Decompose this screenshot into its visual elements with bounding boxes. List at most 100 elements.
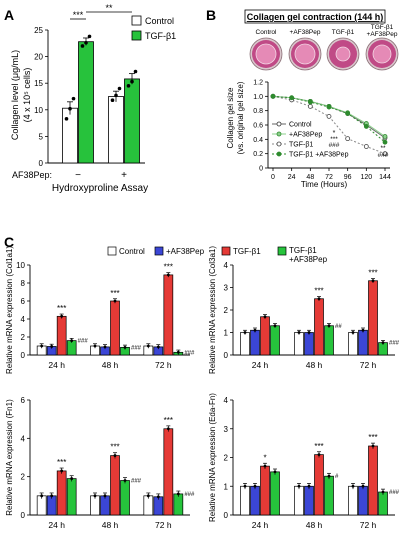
panel-c-point (166, 427, 170, 431)
panel-c-point (50, 345, 54, 348)
panel-c-point (253, 328, 257, 332)
panel-c-sig-star: *** (368, 433, 377, 442)
panel-a-ytick-label: 5 (39, 132, 44, 141)
panel-c-point (243, 331, 247, 334)
panel-c-point (176, 492, 180, 496)
panel-b-xtick-label: 24 (288, 174, 296, 181)
panel-c-xtick-label: 24 h (48, 360, 65, 370)
panel-c-legend-label: TGF-β1 (289, 246, 317, 255)
panel-a-point (133, 69, 138, 74)
panel-b-legend-marker (276, 141, 282, 147)
panel-c-bar (120, 480, 130, 516)
panel-c-xtick-label: 48 h (102, 360, 119, 370)
panel-a-point (130, 79, 134, 84)
panel-c-legend-label: TGF-β1 (233, 247, 261, 256)
panel-c-point (70, 339, 74, 342)
panel-c-sig-star: *** (314, 287, 323, 296)
panel-c-bar (163, 274, 174, 356)
panel-c-sig-hash: ### (131, 345, 142, 351)
panel-c-bar (250, 329, 260, 356)
panel-c-point (273, 324, 277, 328)
panel-c-legend-label-2: +AF38Pep (289, 255, 328, 264)
panel-c-legend-swatch (221, 246, 231, 256)
panel-b-xtick-label: 144 (379, 174, 391, 181)
panel-c-bar (240, 332, 250, 356)
panel-c-point (176, 350, 180, 354)
collagen-gel (255, 43, 277, 65)
panel-c-point (297, 331, 301, 334)
panel-c-point (60, 469, 64, 473)
panel-b: Collagen gel contraction (144 h) Control… (226, 9, 399, 189)
panel-b-xtick-label: 120 (360, 174, 372, 181)
plate-label-tgfb1: TGF-β1 (332, 29, 355, 36)
panel-c-point (156, 345, 160, 349)
plate-label-af38pep: +AF38Pep (290, 29, 321, 36)
panel-b-point (326, 104, 332, 110)
panel-c-bar (240, 485, 250, 516)
panel-c-point (103, 345, 107, 349)
panel-c-bar (368, 445, 378, 516)
panel-c-bar (56, 315, 67, 356)
panel-c-point (166, 273, 170, 277)
panel-c-ytick-label: 4 (21, 315, 26, 324)
panel-c-ytick-label: 0 (21, 511, 26, 520)
panel-c-point (327, 324, 331, 328)
panel-c-point (327, 474, 331, 478)
plate-label-tgfb1-af38pep-1: TGF-β1 (371, 24, 394, 31)
panel-a-ytick-label: 25 (34, 26, 43, 35)
panel-c-point (243, 484, 247, 488)
panel-b-ytick-label: 0 (259, 166, 263, 173)
panel-c-subplot: 0 2 4 6 Relative mRNA expression (Fn1) 24 h **… (5, 396, 195, 530)
panel-c-ytick-label: 2 (224, 454, 229, 463)
panel-c-point (50, 494, 54, 498)
panel-c-bar (173, 493, 184, 516)
legend-swatch-tgfb1 (131, 30, 142, 41)
collagen-gel (294, 43, 316, 65)
panel-c-ytick-label: 4 (224, 261, 229, 270)
panel-c-point (263, 464, 267, 468)
legend-label-control: Control (145, 16, 174, 26)
sig-b1: * (333, 130, 336, 137)
panel-c-sig-star: *** (57, 304, 66, 313)
panel-c-bar (56, 470, 67, 516)
legend-label-tgfb1: TGF-β1 (145, 31, 176, 41)
panel-c-ytick-label: 2 (21, 473, 26, 482)
plate-label-control: Control (256, 29, 278, 36)
panel-c-sig-hash: ### (389, 341, 400, 347)
panel-b-xlabel: Time (Hours) (301, 180, 348, 189)
panel-c-xtick-label: 48 h (306, 520, 323, 530)
panel-letter-c: C (4, 234, 14, 250)
panel-b-legend-label: TGF-β1 +AF38Pep (289, 152, 349, 159)
panel-c-bar (378, 491, 388, 516)
panel-b-legend-marker (276, 131, 282, 137)
panel-b-point (382, 134, 388, 139)
sig-b3: ### (329, 142, 340, 149)
panel-a-bar (78, 41, 94, 164)
panel-a-point (110, 98, 115, 103)
panel-c-bar (314, 454, 324, 516)
panel-c-sig-star: * (263, 453, 266, 462)
panel-b-ylabel-2: (vs. original gel size) (236, 81, 245, 154)
panel-b-legend-label: Control (289, 122, 312, 129)
panel-c-bar (270, 471, 280, 516)
panel-b-legend-label: +AF38Pep (289, 132, 322, 139)
panel-c-point (381, 341, 385, 345)
panel-a-xlabel: Hydroxyproline Assay (52, 183, 148, 194)
panel-c-ytick-label: 2 (224, 306, 229, 315)
panel-b-legend-marker (276, 121, 282, 127)
panel-a-ylabel-1: Collagen level (μg/mL) (10, 50, 20, 140)
panel-c-point (317, 297, 321, 301)
panel-a-point (117, 86, 122, 91)
panel-b-ytick-label: 1.2 (253, 80, 263, 87)
panel-c-xtick-label: 24 h (252, 360, 269, 370)
panel-c-sig-hash: ### (184, 492, 195, 498)
panel-b-point (345, 136, 351, 142)
panel-c-sig-star: *** (314, 442, 323, 451)
panel-c-point (253, 484, 257, 488)
panel-b-legend-label: TGF-β1 (289, 142, 313, 149)
panel-c-bar (324, 475, 334, 516)
panel-a-bar (124, 78, 140, 164)
panel-c-ylabel: Relative mRNA expression (Col3a1) (208, 246, 217, 374)
panel-c-sig-hash: ### (389, 490, 400, 496)
